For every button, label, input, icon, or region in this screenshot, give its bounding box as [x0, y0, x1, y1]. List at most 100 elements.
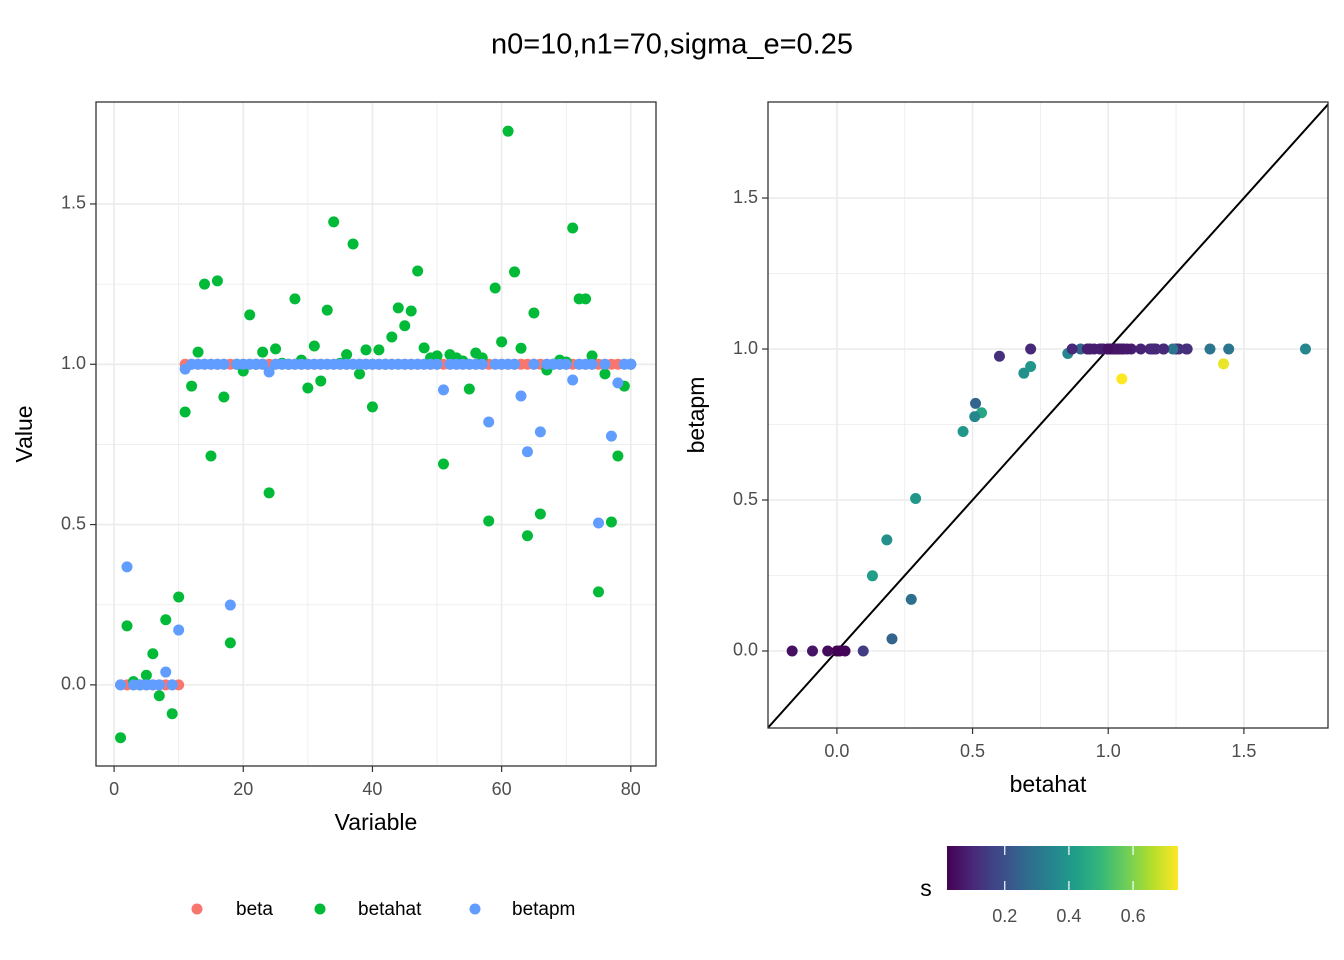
point: [360, 344, 372, 356]
point: [612, 377, 624, 389]
point: [166, 708, 178, 720]
point: [179, 406, 191, 418]
point: [431, 350, 443, 362]
point: [534, 508, 546, 520]
point: [121, 620, 133, 632]
point: [366, 401, 378, 413]
colorbar-tick-label: 0.2: [992, 906, 1017, 926]
point: [1158, 343, 1170, 355]
panel-border: [95, 101, 657, 767]
point: [496, 336, 508, 348]
figure-title: n0=10,n1=70,sigma_e=0.25: [491, 29, 853, 61]
point: [347, 238, 359, 250]
point: [437, 384, 449, 396]
point: [218, 391, 230, 403]
point: [224, 637, 236, 649]
point: [218, 358, 230, 370]
point: [970, 397, 982, 409]
point: [580, 293, 592, 305]
point: [1299, 343, 1311, 355]
point: [476, 358, 488, 370]
point: [121, 561, 133, 573]
x-tick-label: 0: [109, 779, 119, 799]
point: [567, 222, 579, 234]
point: [315, 375, 327, 387]
x-tick-label: 80: [621, 779, 641, 799]
point: [612, 450, 624, 462]
point: [463, 383, 475, 395]
point: [957, 425, 969, 437]
point: [881, 534, 893, 546]
point: [308, 340, 320, 352]
point: [1018, 367, 1030, 379]
colorbar: [947, 846, 1178, 890]
y-tick-label: 0.0: [61, 674, 86, 694]
point: [593, 586, 605, 598]
point: [886, 633, 898, 645]
point: [1167, 343, 1179, 355]
point: [392, 302, 404, 314]
y-tick-label: 0.0: [733, 640, 758, 660]
point: [599, 368, 611, 380]
point: [289, 293, 301, 305]
point: [1218, 358, 1230, 370]
point: [257, 346, 269, 358]
point: [1180, 343, 1192, 355]
legend-label: betahat: [358, 899, 422, 920]
point: [483, 515, 495, 527]
point: [521, 530, 533, 542]
point: [586, 350, 598, 362]
point: [1135, 343, 1147, 355]
point: [593, 517, 605, 529]
point: [866, 570, 878, 582]
point: [786, 645, 798, 657]
y-tick-label: 1.0: [61, 353, 86, 373]
point: [418, 342, 430, 354]
plot-area: [115, 125, 637, 744]
point: [1025, 343, 1037, 355]
point: [1102, 343, 1114, 355]
point: [153, 679, 165, 691]
colorbar-tick-label: 0.6: [1121, 906, 1146, 926]
point: [1146, 343, 1158, 355]
point: [373, 344, 385, 356]
plot-area: [768, 103, 1328, 728]
x-tick-label: 60: [492, 779, 512, 799]
point: [431, 358, 443, 370]
point: [969, 411, 981, 423]
point: [1204, 343, 1216, 355]
point: [244, 309, 256, 321]
point: [521, 446, 533, 458]
x-tick-label: 0.5: [960, 741, 985, 761]
point: [515, 342, 527, 354]
point: [173, 624, 185, 636]
point: [1094, 343, 1106, 355]
point: [405, 305, 417, 317]
x-axis-title: Variable: [335, 809, 418, 835]
point: [199, 278, 211, 290]
point: [205, 450, 217, 462]
point: [166, 679, 178, 691]
y-tick-label: 1.5: [61, 193, 86, 213]
point: [910, 492, 922, 504]
y-tick-label: 1.0: [733, 338, 758, 358]
point: [263, 366, 275, 378]
point: [115, 732, 127, 744]
point: [211, 275, 223, 287]
point: [515, 390, 527, 402]
legend-key: [469, 903, 481, 915]
y-tick-label: 0.5: [733, 489, 758, 509]
point: [192, 346, 204, 358]
point: [489, 282, 501, 294]
point: [822, 645, 834, 657]
point: [534, 426, 546, 438]
point: [321, 304, 333, 316]
point: [173, 591, 185, 603]
point: [115, 679, 127, 691]
x-tick-label: 0.0: [824, 741, 849, 761]
point: [412, 265, 424, 277]
point: [140, 669, 152, 681]
y-axis-title: betapm: [683, 377, 709, 454]
legend-label: betapm: [512, 899, 575, 920]
point: [186, 380, 198, 392]
